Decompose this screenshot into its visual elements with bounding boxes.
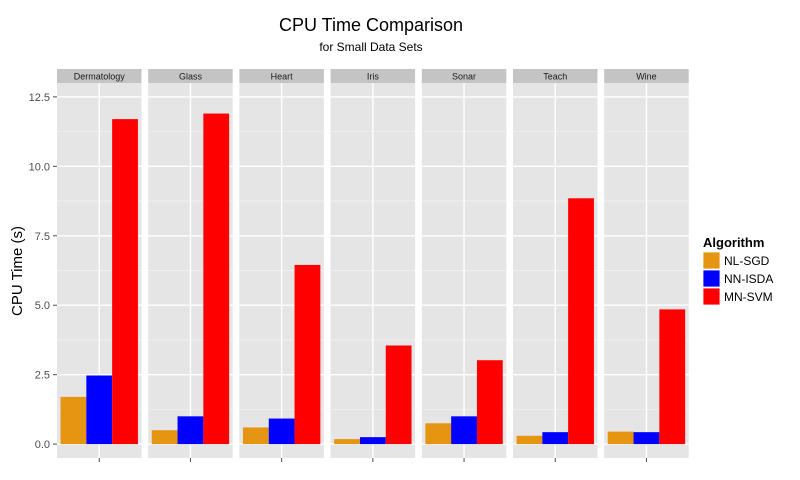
facet-panel-glass: Glass (148, 69, 233, 462)
legend-key-mn-svm (702, 287, 721, 306)
legend-key-nl-sgd (702, 251, 721, 270)
bar-nl-sgd-wine (607, 431, 634, 445)
bar-nl-sgd-dermatology (60, 396, 87, 445)
facet-label: Heart (271, 72, 294, 82)
chart-title: CPU Time Comparison (279, 15, 463, 35)
chart-subtitle: for Small Data Sets (319, 40, 422, 54)
y-axis-label: CPU Time (s) (9, 226, 26, 316)
legend-label: NL-SGD (724, 254, 770, 268)
facet-label: Glass (179, 72, 203, 82)
facet-strip (604, 69, 689, 83)
bar-mn-svm-dermatology (112, 119, 138, 445)
bar-nn-isda-teach (542, 432, 569, 445)
facet-panel-iris: Iris (330, 69, 416, 462)
bar-nn-isda-wine (633, 432, 660, 445)
facet-label: Wine (636, 72, 657, 82)
bar-mn-svm-iris (385, 345, 412, 445)
bar-mn-svm-sonar (476, 360, 503, 445)
y-tick-label: 7.5 (35, 231, 50, 243)
facet-label: Teach (543, 72, 567, 82)
bar-nl-sgd-iris (334, 439, 360, 445)
facet-panels: Dermatology Glass Heart Iris Sonar Teach Wine (57, 69, 689, 462)
bar-nn-isda-heart (268, 418, 295, 445)
bar-mn-svm-wine (659, 309, 686, 445)
bar-mn-svm-glass (203, 113, 230, 445)
legend-label: MN-SVM (724, 290, 773, 304)
legend-title: Algorithm (703, 235, 764, 250)
facet-panel-teach: Teach (513, 69, 598, 462)
bar-nn-isda-glass (177, 416, 204, 445)
facet-panel-sonar: Sonar (421, 69, 507, 462)
y-axis: 0.0 2.5 5.0 7.5 10.0 12.5 (29, 92, 57, 451)
bar-mn-svm-teach (568, 198, 594, 445)
y-tick-label: 5.0 (35, 300, 50, 312)
facet-strip (513, 69, 598, 83)
y-tick-label: 2.5 (35, 370, 50, 382)
legend-label: NN-ISDA (724, 272, 773, 286)
bar-nl-sgd-heart (242, 427, 269, 445)
bar-nl-sgd-glass (151, 430, 178, 445)
bar-nn-isda-sonar (451, 416, 477, 445)
facet-panel-wine: Wine (604, 69, 689, 462)
bar-nl-sgd-teach (516, 435, 543, 445)
facet-strip (330, 69, 416, 83)
facet-panel-heart: Heart (239, 69, 324, 462)
facet-strip (57, 69, 142, 83)
y-tick-label: 0.0 (35, 439, 50, 451)
facet-label: Iris (367, 72, 379, 82)
facet-strip (239, 69, 324, 83)
facet-strip (148, 69, 233, 83)
y-tick-label: 10.0 (29, 161, 50, 173)
facet-label: Dermatology (74, 72, 126, 82)
facet-strip (421, 69, 507, 83)
legend: Algorithm NL-SGD NN-ISDA MN-SVM (702, 235, 773, 306)
facet-label: Sonar (452, 72, 476, 82)
legend-key-nn-isda (702, 269, 721, 288)
facet-panel-dermatology: Dermatology (57, 69, 142, 462)
bar-mn-svm-heart (294, 264, 321, 445)
y-tick-label: 12.5 (29, 92, 50, 104)
bar-nn-isda-dermatology (86, 375, 113, 445)
bar-nl-sgd-sonar (425, 423, 452, 445)
bar-nn-isda-iris (359, 437, 386, 445)
